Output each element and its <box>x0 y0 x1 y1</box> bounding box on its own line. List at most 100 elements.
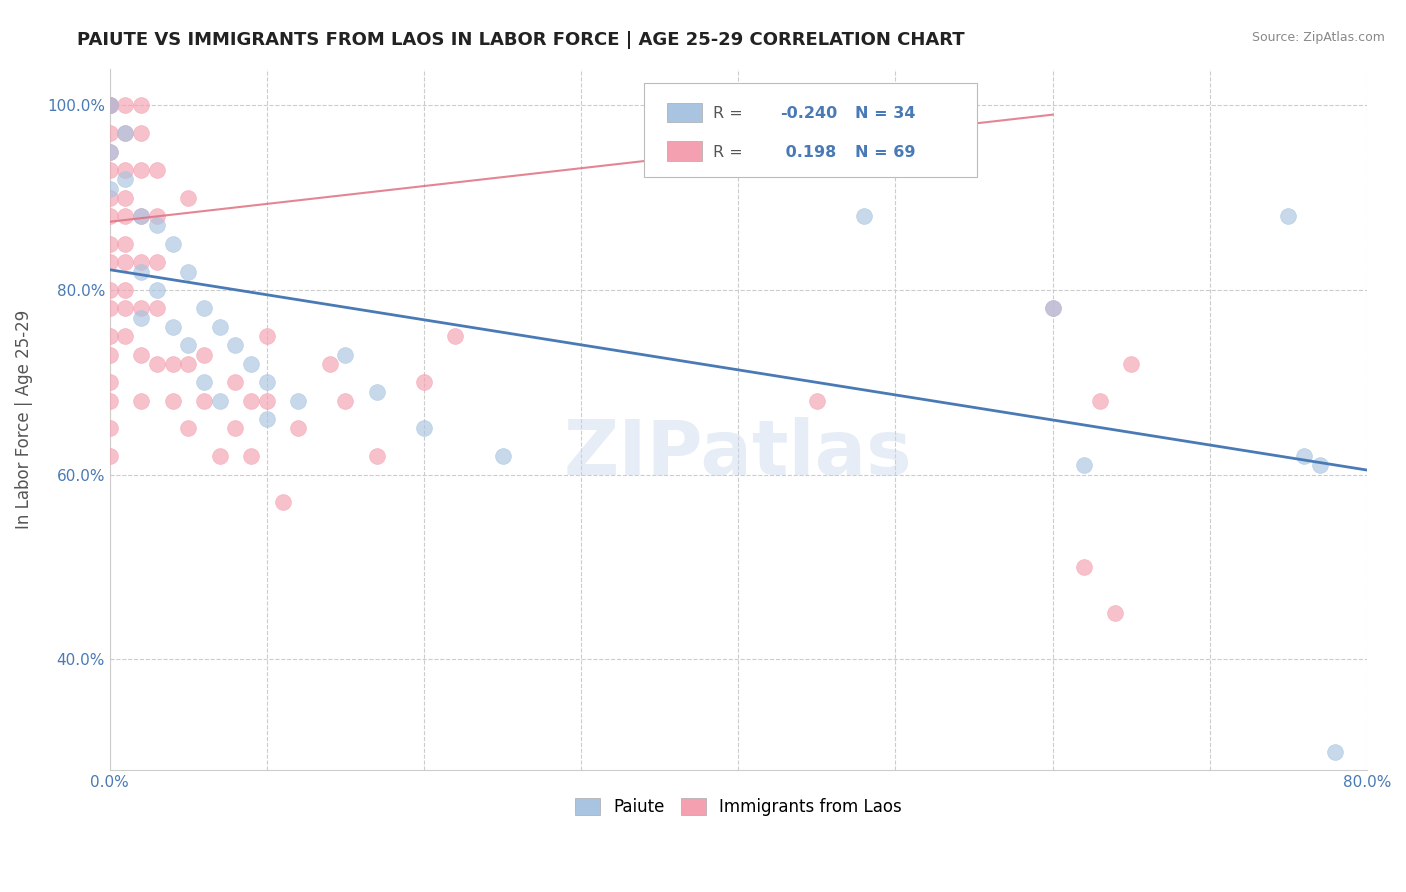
Legend: Paiute, Immigrants from Laos: Paiute, Immigrants from Laos <box>567 790 910 825</box>
Point <box>98 421 121 435</box>
Point <box>224 421 246 435</box>
Point <box>444 329 467 343</box>
Point <box>1042 301 1064 316</box>
FancyBboxPatch shape <box>644 83 977 178</box>
Point <box>98 98 121 112</box>
Point <box>146 255 169 269</box>
Point <box>1292 449 1315 463</box>
Point <box>162 320 184 334</box>
Point <box>1073 560 1095 574</box>
Point <box>129 126 152 140</box>
Point <box>366 449 388 463</box>
Point <box>208 393 231 408</box>
Point <box>256 376 278 390</box>
Point <box>129 209 152 223</box>
Point <box>1324 745 1347 759</box>
Point <box>114 126 136 140</box>
Point <box>335 348 357 362</box>
Point <box>98 329 121 343</box>
Point <box>98 236 121 251</box>
Point <box>256 412 278 426</box>
Point <box>129 348 152 362</box>
Point <box>146 219 169 233</box>
Point <box>177 191 200 205</box>
Point <box>287 393 309 408</box>
Point <box>146 357 169 371</box>
Point <box>98 126 121 140</box>
Point <box>319 357 342 371</box>
Point <box>98 145 121 159</box>
Text: PAIUTE VS IMMIGRANTS FROM LAOS IN LABOR FORCE | AGE 25-29 CORRELATION CHART: PAIUTE VS IMMIGRANTS FROM LAOS IN LABOR … <box>77 31 965 49</box>
Point <box>193 348 215 362</box>
Point <box>129 98 152 112</box>
Point <box>98 191 121 205</box>
Point <box>177 264 200 278</box>
Point <box>1042 301 1064 316</box>
Point <box>366 384 388 399</box>
Text: ZIPatlas: ZIPatlas <box>564 417 912 491</box>
Point <box>129 264 152 278</box>
Point <box>114 236 136 251</box>
Point <box>98 283 121 297</box>
Text: N = 69: N = 69 <box>855 145 915 160</box>
Point <box>806 393 828 408</box>
Point <box>240 449 263 463</box>
Point <box>413 376 436 390</box>
Point <box>256 393 278 408</box>
Text: Source: ZipAtlas.com: Source: ZipAtlas.com <box>1251 31 1385 45</box>
Point <box>98 376 121 390</box>
Point <box>146 283 169 297</box>
Point <box>129 255 152 269</box>
Point <box>413 421 436 435</box>
Point <box>129 209 152 223</box>
Point <box>162 357 184 371</box>
Point <box>98 449 121 463</box>
Point <box>193 393 215 408</box>
Point <box>1309 458 1331 473</box>
Point <box>162 236 184 251</box>
Point <box>146 163 169 178</box>
Point <box>129 163 152 178</box>
Point <box>114 301 136 316</box>
Point <box>98 145 121 159</box>
Point <box>193 301 215 316</box>
Point <box>271 495 294 509</box>
Point <box>114 98 136 112</box>
Point <box>98 209 121 223</box>
Point <box>177 421 200 435</box>
Point <box>114 191 136 205</box>
Point <box>114 163 136 178</box>
Point <box>1073 458 1095 473</box>
Point <box>129 301 152 316</box>
Point <box>177 338 200 352</box>
Point <box>208 320 231 334</box>
Point <box>98 255 121 269</box>
Point <box>98 163 121 178</box>
Text: -0.240: -0.240 <box>780 106 837 121</box>
Point <box>98 98 121 112</box>
Text: R =: R = <box>713 106 748 121</box>
Point <box>208 449 231 463</box>
Point <box>177 357 200 371</box>
Point <box>256 329 278 343</box>
Point <box>1119 357 1142 371</box>
Point <box>129 310 152 325</box>
Point <box>129 393 152 408</box>
FancyBboxPatch shape <box>666 141 702 161</box>
Point <box>224 376 246 390</box>
Point <box>98 98 121 112</box>
Point <box>1104 606 1126 620</box>
Point <box>162 393 184 408</box>
Point <box>98 301 121 316</box>
Point <box>98 393 121 408</box>
Point <box>146 209 169 223</box>
Point <box>193 376 215 390</box>
Point <box>114 126 136 140</box>
FancyBboxPatch shape <box>666 103 702 122</box>
Point <box>287 421 309 435</box>
Point <box>114 255 136 269</box>
Point <box>853 209 876 223</box>
Point <box>1277 209 1299 223</box>
Point <box>98 98 121 112</box>
Point <box>335 393 357 408</box>
